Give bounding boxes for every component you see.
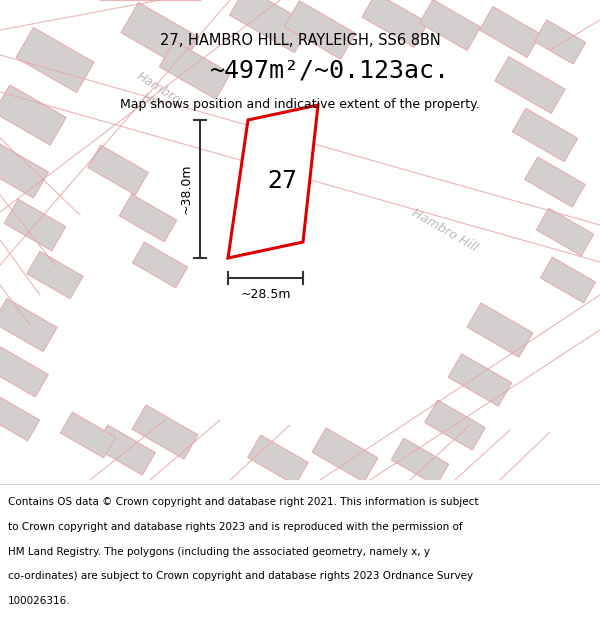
Polygon shape: [467, 303, 533, 357]
Polygon shape: [0, 142, 49, 198]
Polygon shape: [119, 194, 177, 242]
Polygon shape: [425, 400, 485, 450]
Text: Hambro Hill: Hambro Hill: [410, 206, 480, 254]
Text: ~497m²/~0.123ac.: ~497m²/~0.123ac.: [210, 58, 450, 82]
Polygon shape: [312, 428, 378, 482]
Polygon shape: [536, 208, 594, 256]
Text: Map shows position and indicative extent of the property.: Map shows position and indicative extent…: [120, 98, 480, 111]
Polygon shape: [132, 405, 198, 459]
Polygon shape: [248, 435, 308, 485]
Polygon shape: [160, 41, 230, 99]
Polygon shape: [0, 347, 49, 397]
Polygon shape: [0, 298, 57, 352]
Polygon shape: [133, 242, 188, 288]
Polygon shape: [524, 157, 586, 207]
Polygon shape: [541, 257, 596, 303]
Text: HM Land Registry. The polygons (including the associated geometry, namely x, y: HM Land Registry. The polygons (includin…: [8, 547, 430, 557]
Polygon shape: [0, 395, 40, 441]
Polygon shape: [479, 6, 541, 58]
Text: ~28.5m: ~28.5m: [240, 288, 291, 301]
Text: 100026316.: 100026316.: [8, 596, 70, 606]
Polygon shape: [534, 20, 586, 64]
Text: 27: 27: [267, 169, 297, 193]
Text: Contains OS data © Crown copyright and database right 2021. This information is : Contains OS data © Crown copyright and d…: [8, 498, 478, 508]
Polygon shape: [228, 105, 318, 258]
Polygon shape: [448, 354, 512, 406]
Polygon shape: [121, 2, 199, 68]
Polygon shape: [362, 0, 428, 47]
Text: ~38.0m: ~38.0m: [179, 164, 193, 214]
Polygon shape: [284, 1, 356, 59]
Polygon shape: [391, 438, 449, 486]
Polygon shape: [27, 251, 83, 299]
Text: 27, HAMBRO HILL, RAYLEIGH, SS6 8BN: 27, HAMBRO HILL, RAYLEIGH, SS6 8BN: [160, 33, 440, 48]
Polygon shape: [230, 0, 310, 52]
Polygon shape: [495, 57, 565, 113]
Text: Hambro
Hill: Hambro Hill: [127, 70, 184, 120]
Polygon shape: [512, 108, 578, 162]
Polygon shape: [61, 412, 116, 458]
Polygon shape: [419, 0, 481, 51]
Polygon shape: [0, 85, 66, 145]
Polygon shape: [4, 199, 66, 251]
Polygon shape: [16, 28, 94, 92]
Text: to Crown copyright and database rights 2023 and is reproduced with the permissio: to Crown copyright and database rights 2…: [8, 522, 463, 532]
Polygon shape: [88, 145, 148, 195]
Polygon shape: [95, 425, 155, 475]
Text: co-ordinates) are subject to Crown copyright and database rights 2023 Ordnance S: co-ordinates) are subject to Crown copyr…: [8, 571, 473, 581]
